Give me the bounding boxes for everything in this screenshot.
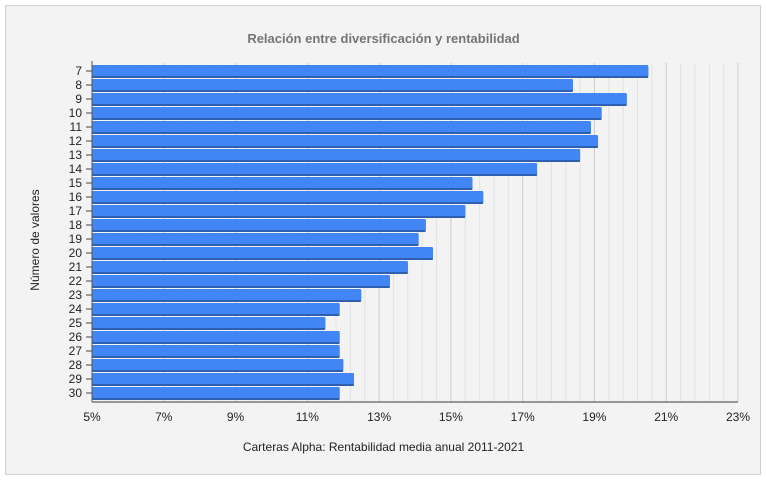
y-tick-label: 19 [69, 232, 83, 246]
x-tick-label: 21% [654, 410, 678, 424]
y-tick-label: 7 [75, 64, 82, 78]
bar [92, 387, 340, 398]
bar [92, 107, 602, 118]
bar [92, 135, 599, 146]
y-tick-label: 28 [69, 358, 83, 372]
x-tick-label: 9% [227, 410, 245, 424]
y-tick-label: 26 [69, 330, 83, 344]
bar [92, 219, 426, 230]
x-tick-label: 15% [439, 410, 463, 424]
y-tick-label: 16 [69, 190, 83, 204]
bar [92, 191, 484, 202]
y-tick-label: 24 [69, 302, 83, 316]
bar [92, 93, 627, 104]
y-tick-label: 21 [69, 260, 83, 274]
bar [92, 149, 581, 160]
bar [92, 205, 466, 216]
bar [92, 233, 419, 244]
x-tick-label: 5% [83, 410, 101, 424]
bar [92, 373, 354, 384]
y-tick-label: 30 [69, 386, 83, 400]
x-tick-label: 23% [726, 410, 750, 424]
x-tick-label: 17% [511, 410, 535, 424]
y-tick-label: 27 [69, 344, 83, 358]
bar [92, 261, 408, 272]
y-tick-label: 9 [75, 92, 82, 106]
bar [92, 331, 340, 342]
chart-title: Relación entre diversificación y rentabi… [247, 31, 520, 46]
x-axis-label: Carteras Alpha: Rentabilidad media anual… [242, 440, 525, 454]
y-tick-label: 29 [69, 372, 83, 386]
y-tick-label: 25 [69, 316, 83, 330]
x-tick-label: 7% [155, 410, 173, 424]
y-tick-label: 14 [69, 162, 83, 176]
x-tick-label: 19% [582, 410, 606, 424]
bar [92, 275, 390, 286]
y-tick-label: 12 [69, 134, 83, 148]
y-tick-label: 22 [69, 274, 83, 288]
bar [92, 317, 326, 328]
y-tick-label: 20 [69, 246, 83, 260]
bar [92, 303, 340, 314]
y-tick-label: 10 [69, 106, 83, 120]
bar [92, 177, 473, 188]
bar [92, 359, 344, 370]
bar [92, 345, 340, 356]
bar [92, 65, 649, 76]
y-tick-label: 13 [69, 148, 83, 162]
y-tick-label: 11 [70, 120, 83, 134]
bar [92, 79, 573, 90]
x-tick-label: 13% [367, 410, 391, 424]
y-tick-label: 18 [69, 218, 83, 232]
y-tick-label: 17 [69, 204, 83, 218]
bar [92, 121, 591, 132]
bar [92, 247, 433, 258]
y-tick-label: 15 [69, 176, 83, 190]
x-tick-label: 11% [296, 410, 319, 424]
bar [92, 289, 362, 300]
y-tick-label: 23 [69, 288, 83, 302]
bar [92, 163, 538, 174]
y-tick-label: 8 [75, 78, 82, 92]
